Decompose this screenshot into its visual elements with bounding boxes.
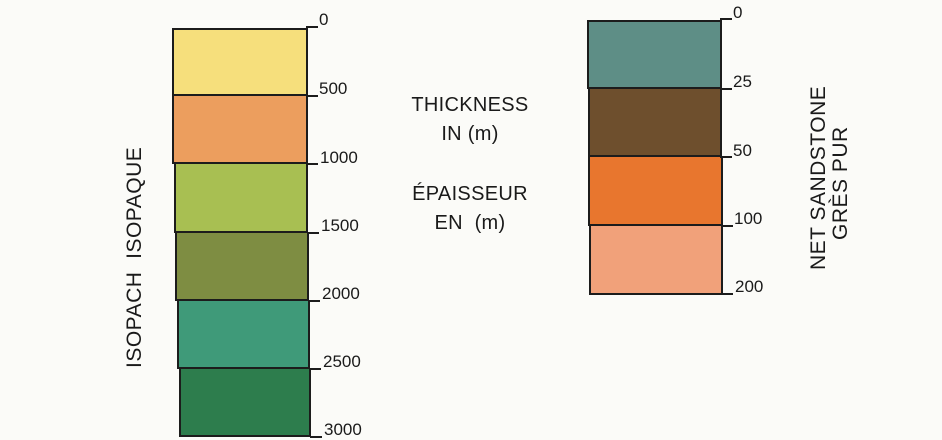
net-sandstone-title-en: NET SANDSTONE — [807, 85, 830, 270]
isopach-tick — [306, 26, 318, 28]
net-sandstone-tick — [720, 88, 732, 90]
net-sandstone-tick-label: 100 — [734, 209, 763, 228]
unit-label-fr: EN (m) — [434, 212, 506, 234]
isopach-tick-label: 3000 — [324, 420, 362, 439]
net-sandstone-tick-label: 25 — [733, 72, 752, 91]
net-sandstone-tick — [721, 225, 733, 227]
isopach-swatch — [174, 164, 308, 233]
isopach-tick-label: 2500 — [323, 352, 361, 371]
thickness-label: THICKNESS — [411, 94, 529, 116]
unit-label-en: IN (m) — [441, 123, 499, 145]
net-sandstone-tick-label: 50 — [733, 141, 752, 160]
net-sandstone-tick — [720, 156, 732, 158]
isopach-tick-label: 2000 — [322, 284, 360, 303]
isopach-swatch — [172, 96, 308, 164]
isopach-tick — [307, 232, 319, 234]
isopach-swatch — [179, 369, 311, 437]
isopach-title: ISOPACH ISOPAQUE — [123, 146, 146, 368]
isopach-tick — [308, 300, 320, 302]
isopach-swatch — [175, 233, 309, 301]
thickness-label-en: THICKNESS IN (m) — [360, 91, 580, 149]
isopach-tick — [309, 368, 321, 370]
net-sandstone-swatch — [588, 157, 723, 226]
isopach-swatch — [177, 301, 310, 369]
thickness-label-fr: ÉPAISSEUR EN (m) — [360, 180, 580, 238]
isopach-tick-label: 0 — [319, 10, 329, 29]
isopach-swatch — [172, 28, 308, 96]
isopach-tick — [310, 436, 322, 438]
isopach-tick — [306, 163, 318, 165]
net-sandstone-tick-label: 200 — [735, 277, 764, 296]
net-sandstone-tick — [720, 18, 732, 20]
isopach-tick-label: 1000 — [320, 148, 358, 167]
net-sandstone-swatch — [588, 89, 722, 157]
isopach-tick-label: 500 — [319, 79, 348, 98]
net-sandstone-title-fr: GRÈS PUR — [829, 126, 852, 240]
net-sandstone-tick — [721, 293, 733, 295]
isopach-tick-label: 1500 — [321, 216, 359, 235]
net-sandstone-swatch — [589, 226, 723, 295]
net-sandstone-tick-label: 0 — [733, 3, 743, 22]
isopach-title-text: ISOPACH ISOPAQUE — [123, 146, 146, 368]
net-sandstone-swatch — [587, 20, 722, 89]
net-sandstone-title: NET SANDSTONE GRÈS PUR — [807, 85, 852, 270]
epaisseur-label: ÉPAISSEUR — [412, 183, 528, 205]
isopach-tick — [306, 95, 318, 97]
